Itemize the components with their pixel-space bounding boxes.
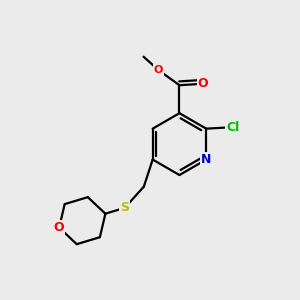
Text: N: N bbox=[201, 153, 211, 166]
Text: O: O bbox=[198, 77, 208, 90]
Text: S: S bbox=[120, 201, 129, 214]
Text: O: O bbox=[54, 221, 64, 234]
Text: O: O bbox=[154, 65, 163, 75]
Text: Cl: Cl bbox=[226, 121, 239, 134]
